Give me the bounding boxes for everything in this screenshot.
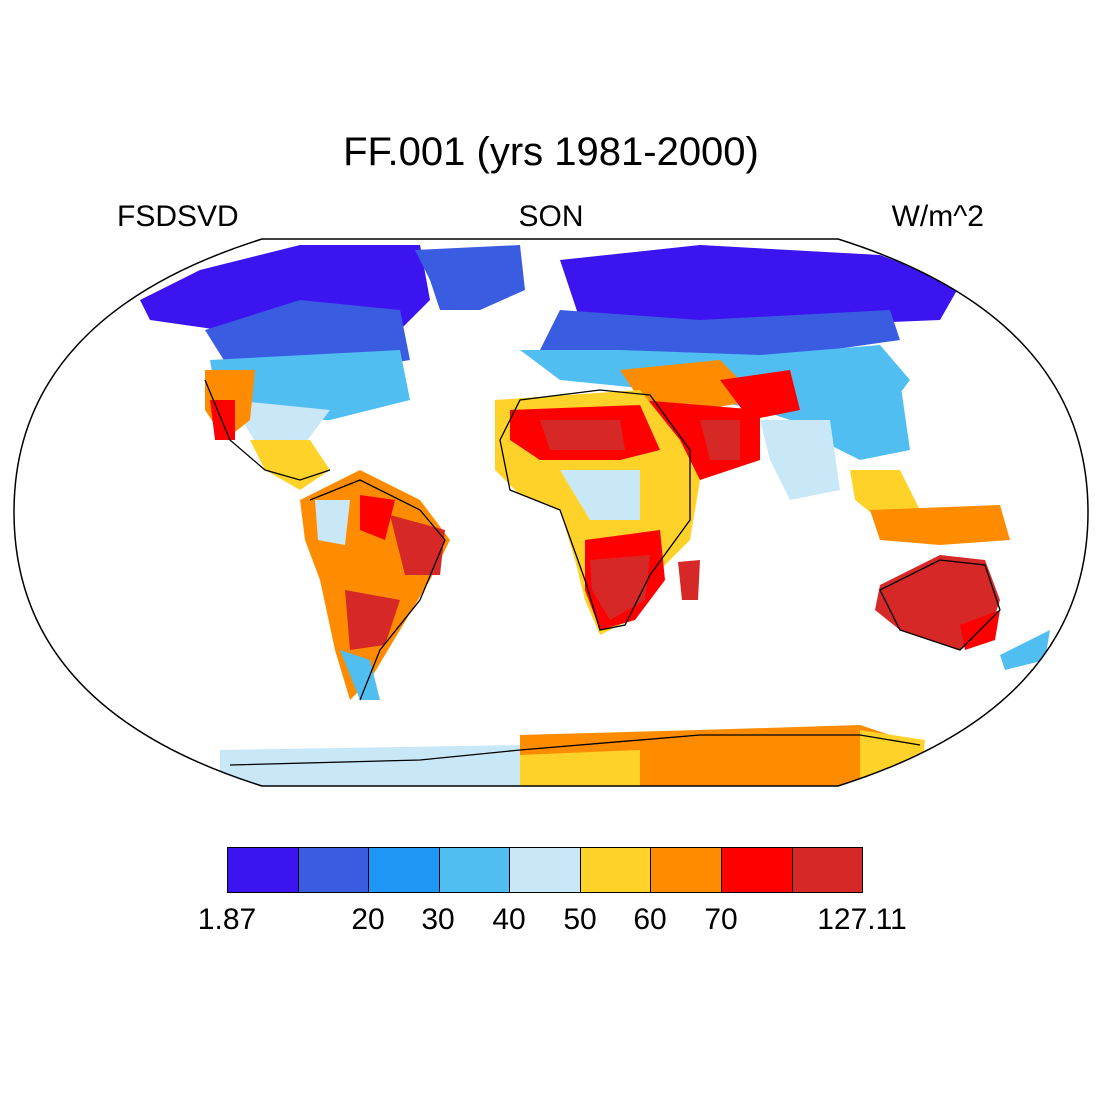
colorbar-tick-label: 1.87 xyxy=(197,903,257,936)
colorbar-swatch xyxy=(298,848,370,892)
colorbar-tick-label: 30 xyxy=(421,903,455,936)
colorbar xyxy=(227,847,863,893)
units-label: W/m^2 xyxy=(891,200,984,233)
colorbar-swatch xyxy=(580,848,652,892)
colorbar-swatch xyxy=(721,848,793,892)
colorbar-swatch xyxy=(369,848,440,892)
variable-label: FSDSVD xyxy=(117,200,239,233)
map-frame xyxy=(13,238,1089,787)
season-label: SON xyxy=(518,200,584,233)
coastlines xyxy=(204,379,1001,766)
colorbar-tick-label: 40 xyxy=(492,903,526,936)
colorbar-swatch xyxy=(651,848,722,892)
colorbar-swatch xyxy=(792,848,863,892)
colorbar-tick-label: 20 xyxy=(351,903,385,936)
colorbar-swatch xyxy=(228,848,299,892)
land-data-layer xyxy=(140,245,1050,786)
colorbar-tick-label: 127.11 xyxy=(817,903,907,936)
colorbar-tick-label: 60 xyxy=(633,903,667,936)
map-title: FF.001 (yrs 1981-2000) xyxy=(343,130,759,174)
colorbar-swatch xyxy=(510,848,581,892)
colorbar-tick-label: 70 xyxy=(704,903,738,936)
colorbar-tick-label: 50 xyxy=(563,903,597,936)
colorbar-swatch xyxy=(439,848,511,892)
